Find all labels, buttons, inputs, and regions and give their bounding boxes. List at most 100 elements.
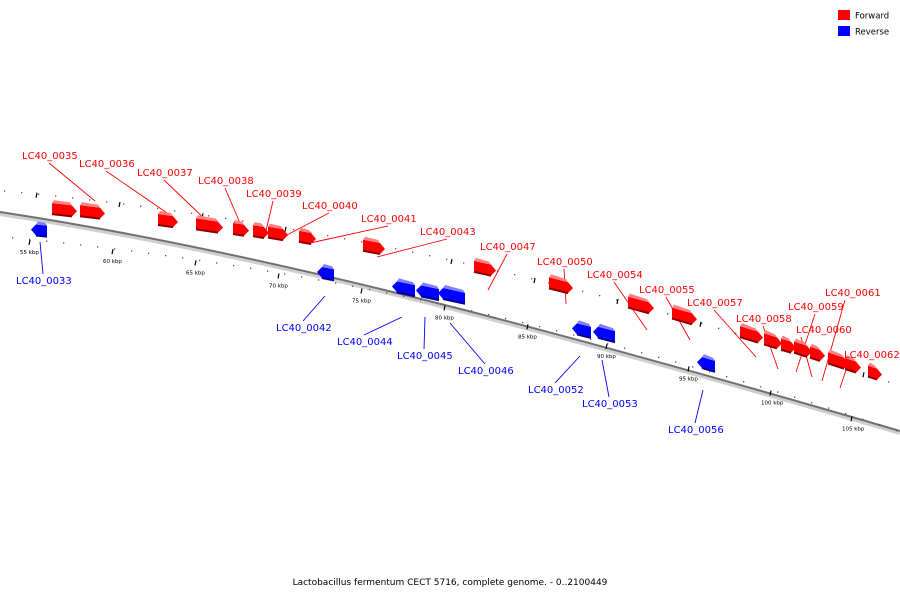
scale-dot: [335, 282, 337, 284]
tick-mark-upper: [699, 321, 702, 327]
scale-dot: [242, 220, 244, 222]
scale-dot: [131, 250, 133, 252]
gene-label-forward: LC40_0038: [198, 176, 254, 187]
forward-gene: [298, 227, 316, 246]
tick-mark: [360, 288, 363, 294]
scale-dot: [735, 332, 737, 335]
tick-mark-upper: [533, 277, 536, 284]
scale-dot: [505, 317, 507, 320]
scale-dot: [828, 407, 830, 409]
scale-dot: [701, 322, 703, 325]
scale-dot: [420, 299, 422, 301]
tick-label: 95 kbp: [679, 376, 698, 382]
gene-label-forward: LC40_0059: [788, 302, 844, 313]
tick-mark-upper: [862, 372, 865, 378]
scale-dot: [216, 262, 218, 264]
leader-line-forward: [713, 309, 757, 358]
forward-gene: [763, 330, 782, 350]
scale-dot: [556, 330, 558, 332]
scale-dot: [471, 310, 473, 312]
scale-dot: [327, 234, 329, 237]
scale-dot: [888, 381, 890, 383]
scale-dot: [794, 396, 796, 398]
gene-label-forward: LC40_0057: [687, 298, 743, 309]
scale-dot: [879, 424, 881, 426]
scale-dot: [488, 313, 490, 316]
gene-label-forward: LC40_0054: [587, 270, 643, 281]
leader-line-reverse: [554, 355, 581, 384]
tick-label: 75 kbp: [352, 299, 371, 305]
gene-label-forward: LC40_0039: [246, 189, 302, 200]
gene-label-forward: LC40_0043: [420, 227, 476, 238]
gene-label-forward: LC40_0058: [736, 314, 792, 325]
reverse-gene: [697, 354, 716, 373]
gene-label-reverse: LC40_0042: [276, 323, 332, 334]
tick-mark-upper: [450, 258, 453, 265]
forward-gene: [827, 349, 849, 370]
scale-dot: [395, 248, 397, 250]
forward-gene: [473, 257, 496, 277]
scale-dot: [165, 254, 167, 257]
reverse-gene: [572, 320, 592, 339]
forward-gene: [252, 222, 269, 239]
scale-dot: [29, 238, 31, 241]
gene-label-forward: LC40_0061: [825, 288, 881, 299]
gene-label-forward: LC40_0047: [480, 242, 536, 253]
scale-dot: [123, 203, 125, 205]
scale-dot: [437, 302, 439, 305]
forward-gene: [671, 304, 697, 326]
map-caption: Lactobacillus fermentum CECT 5716, compl…: [292, 578, 608, 588]
tick-mark-upper: [118, 201, 121, 208]
tick-label: 70 kbp: [269, 283, 288, 289]
scale-dot: [63, 242, 65, 244]
scale-dot: [709, 371, 711, 373]
tick-mark: [526, 324, 529, 330]
gene-label-forward: LC40_0037: [137, 168, 193, 179]
tick-mark: [194, 260, 197, 266]
scale-dot: [573, 334, 575, 336]
legend-reverse-swatch: [838, 26, 850, 36]
forward-gene: [232, 219, 249, 237]
forward-gene: [627, 293, 654, 315]
scale-dot: [38, 193, 40, 195]
leader-line-forward: [795, 313, 816, 373]
scale-dot: [446, 258, 448, 260]
scale-dot: [55, 195, 57, 197]
gene-label-forward: LC40_0041: [361, 214, 417, 225]
scale-dot: [386, 292, 388, 294]
scale-dot: [531, 278, 533, 280]
gene-label-reverse: LC40_0044: [337, 337, 393, 348]
scale-dot: [692, 366, 694, 368]
scale-dot: [80, 244, 82, 246]
reverse-gene: [593, 323, 616, 344]
leader-line-forward: [264, 200, 274, 236]
scale-dot: [862, 418, 864, 420]
scale-dot: [199, 259, 201, 262]
gene-label-reverse: LC40_0056: [668, 425, 724, 436]
reverse-gene: [317, 264, 335, 282]
gene-label-reverse: LC40_0033: [16, 276, 72, 287]
tick-mark: [277, 273, 280, 279]
leader-line-forward: [376, 238, 448, 258]
scale-dot: [667, 313, 669, 315]
gene-label-forward: LC40_0040: [302, 201, 358, 212]
scale-dot: [191, 212, 193, 214]
scale-dot: [582, 290, 584, 292]
scale-dot: [726, 376, 728, 378]
scale-dot: [310, 231, 312, 234]
forward-gene: [548, 274, 573, 295]
forward-gene: [739, 323, 763, 344]
scale-dot: [106, 201, 108, 203]
gene-label-forward: LC40_0060: [796, 325, 852, 336]
gene-label-forward: LC40_0062: [844, 350, 900, 361]
genome-backbone-shadow: [0, 212, 900, 435]
scale-dot: [607, 343, 609, 345]
tick-label: 100 kbp: [761, 401, 784, 407]
scale-dot: [743, 381, 745, 383]
scale-dot: [4, 190, 6, 192]
scale-dot: [539, 325, 541, 328]
gene-label-forward: LC40_0055: [639, 285, 695, 296]
tick-mark: [28, 239, 31, 246]
tick-mark: [111, 249, 114, 255]
leader-line-forward: [48, 162, 96, 202]
